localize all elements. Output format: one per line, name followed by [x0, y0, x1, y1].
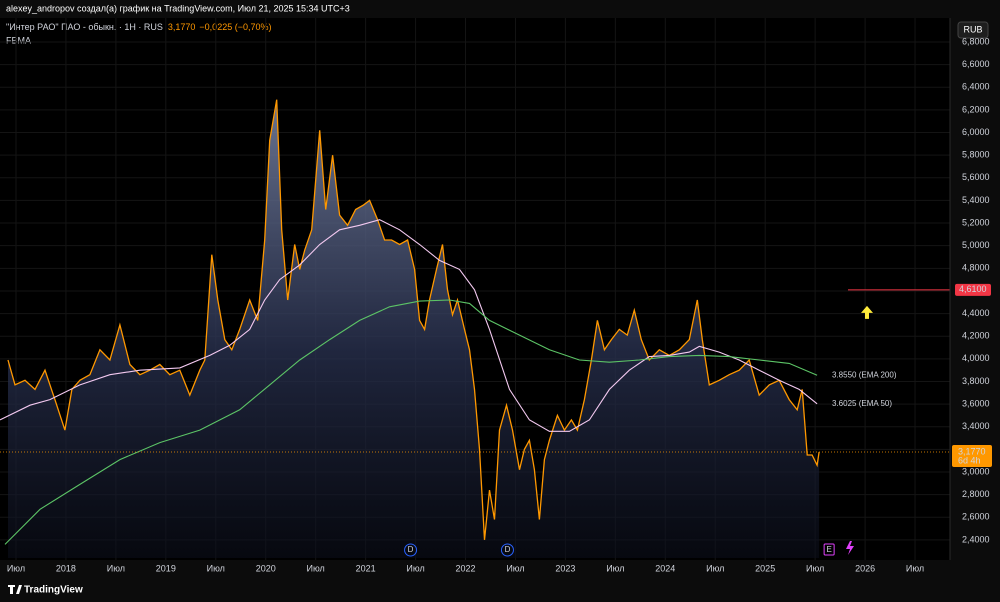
event-label: D: [408, 545, 414, 554]
x-tick-label: 2024: [655, 563, 675, 573]
x-tick-label: Июл: [406, 563, 424, 573]
x-tick-label: Июл: [706, 563, 724, 573]
last-price-box: [952, 444, 992, 467]
x-tick-label: 2026: [855, 563, 875, 573]
x-tick-label: 2025: [755, 563, 775, 573]
y-tick-label: 2,4000: [962, 534, 990, 544]
series-line: [4, 299, 818, 545]
y-tick-label: 3,4000: [962, 421, 990, 431]
logo: TradingView: [8, 585, 83, 596]
countdown: 6d 4h: [958, 455, 981, 465]
y-tick-label: 3,8000: [962, 376, 990, 386]
ema-label: 3.6025 (EMA 50): [832, 399, 892, 408]
y-tick-label: 2,8000: [962, 489, 990, 499]
currency[interactable]: RUB: [963, 24, 982, 34]
last: 3,1770: [168, 22, 196, 32]
ema-label: 3.8550 (EMA 200): [832, 370, 897, 379]
alert-arrow: [861, 305, 873, 319]
event-label: D: [505, 545, 511, 554]
x-tick-label: 2023: [555, 563, 575, 573]
x-tick-label: Июл: [606, 563, 624, 573]
y-tick-label: 4,4000: [962, 308, 990, 318]
x-tick-label: Июл: [906, 563, 924, 573]
x-tick-label: 2018: [56, 563, 76, 573]
event-box: [823, 543, 835, 556]
y-tick-label: 3,0000: [962, 466, 990, 476]
x-tick-label: Июл: [107, 563, 125, 573]
price-area: [8, 99, 820, 558]
footer: TradingView: [24, 585, 83, 596]
top-bar: alexey_andropov создал(а) график на Trad…: [6, 3, 350, 13]
x-tick-label: 2021: [356, 563, 376, 573]
event-circle: [404, 543, 418, 557]
y-tick-label: 3,6000: [962, 398, 990, 408]
y-tick-label: 6,6000: [962, 59, 990, 69]
x-tick-label: Июл: [207, 563, 225, 573]
y-tick-label: 5,0000: [962, 240, 990, 250]
y-tick-label: 4,8000: [962, 263, 990, 273]
y-tick-label: 4,0000: [962, 353, 990, 363]
y-tick-label: 4,2000: [962, 331, 990, 341]
x-tick-label: 2019: [156, 563, 176, 573]
y-tick-label: 6,2000: [962, 104, 990, 114]
y-tick-label: 6,8000: [962, 36, 990, 46]
alert-label: 4,6100: [959, 284, 987, 294]
y-tick-label: 6,4000: [962, 82, 990, 92]
event-label: E: [826, 545, 831, 554]
currency-button[interactable]: [957, 21, 989, 39]
x-tick-label: Июл: [806, 563, 824, 573]
event-circle: [500, 543, 514, 557]
y-tick-label: 5,6000: [962, 172, 990, 182]
x-tick-label: Июл: [506, 563, 524, 573]
y-tick-label: 6,0000: [962, 127, 990, 137]
x-tick-label: 2020: [256, 563, 276, 573]
x-tick-label: Июл: [307, 563, 325, 573]
x-tick-label: Июл: [7, 563, 25, 573]
alert-box: [955, 283, 991, 296]
y-tick-label: 2,6000: [962, 512, 990, 522]
x-tick-label: 2022: [455, 563, 475, 573]
y-tick-label: 5,8000: [962, 150, 990, 160]
y-tick-label: 5,2000: [962, 217, 990, 227]
lightning-icon: [846, 541, 854, 555]
series-line: [0, 219, 818, 432]
y-tick-label: 5,4000: [962, 195, 990, 205]
ticker: FBMA: [6, 35, 31, 45]
logo-mark: [8, 585, 22, 594]
last-price-label: 3,1770: [958, 446, 986, 456]
change: −0,0225 (−0,70%): [199, 22, 271, 32]
series-line: [7, 99, 820, 540]
symbol-name: "Интер РАО" ПАО - обыкн. · 1H · RUS: [6, 22, 163, 32]
symbol: "Интер РАО" ПАО - обыкн. · 1H · RUS 3,177…: [6, 22, 271, 32]
